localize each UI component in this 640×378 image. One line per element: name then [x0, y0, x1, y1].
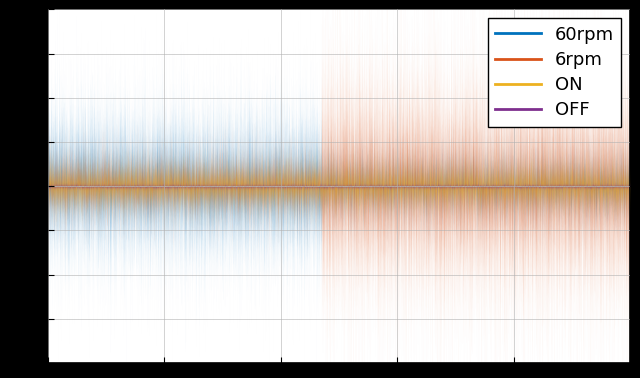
Legend: 60rpm, 6rpm, ON, OFF: 60rpm, 6rpm, ON, OFF — [488, 19, 621, 127]
